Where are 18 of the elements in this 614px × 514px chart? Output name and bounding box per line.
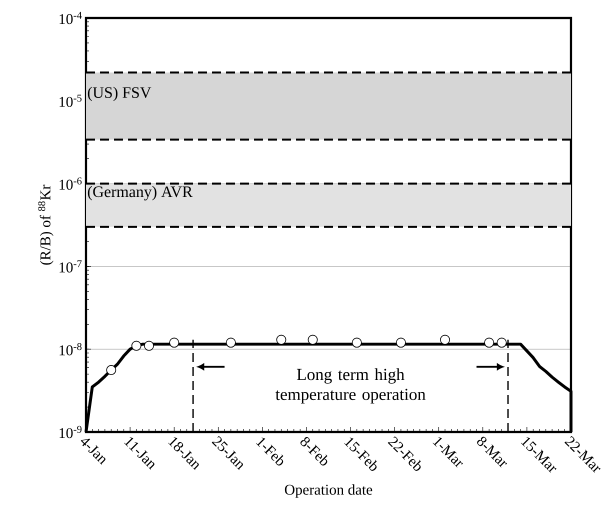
point — [226, 338, 236, 348]
band-label: (US) FSV — [88, 86, 152, 102]
y-tick-label: 10$^{-4}$ — [60, 12, 82, 24]
y-axis-title: (R/B) of $^{88}$Kr — [38, 184, 54, 265]
point — [106, 365, 116, 376]
y-tick-label: 10$^{-8}$ — [60, 343, 82, 356]
point — [484, 338, 494, 348]
point — [144, 340, 154, 351]
point — [131, 340, 142, 351]
x-axis-title: Operation date — [284, 484, 372, 498]
point — [169, 338, 180, 348]
y-tick-label: 10$^{-6}$ — [60, 177, 82, 190]
point — [496, 338, 507, 348]
band-label: (Germany) AVR — [88, 186, 193, 200]
y-tick-label: 10$^{-5}$ — [60, 94, 82, 107]
y-tick-label: 10$^{-7}$ — [60, 260, 82, 273]
y-tick-label: 10$^{-9}$ — [60, 426, 82, 438]
annotation: Long term high temperature operation — [275, 368, 426, 404]
